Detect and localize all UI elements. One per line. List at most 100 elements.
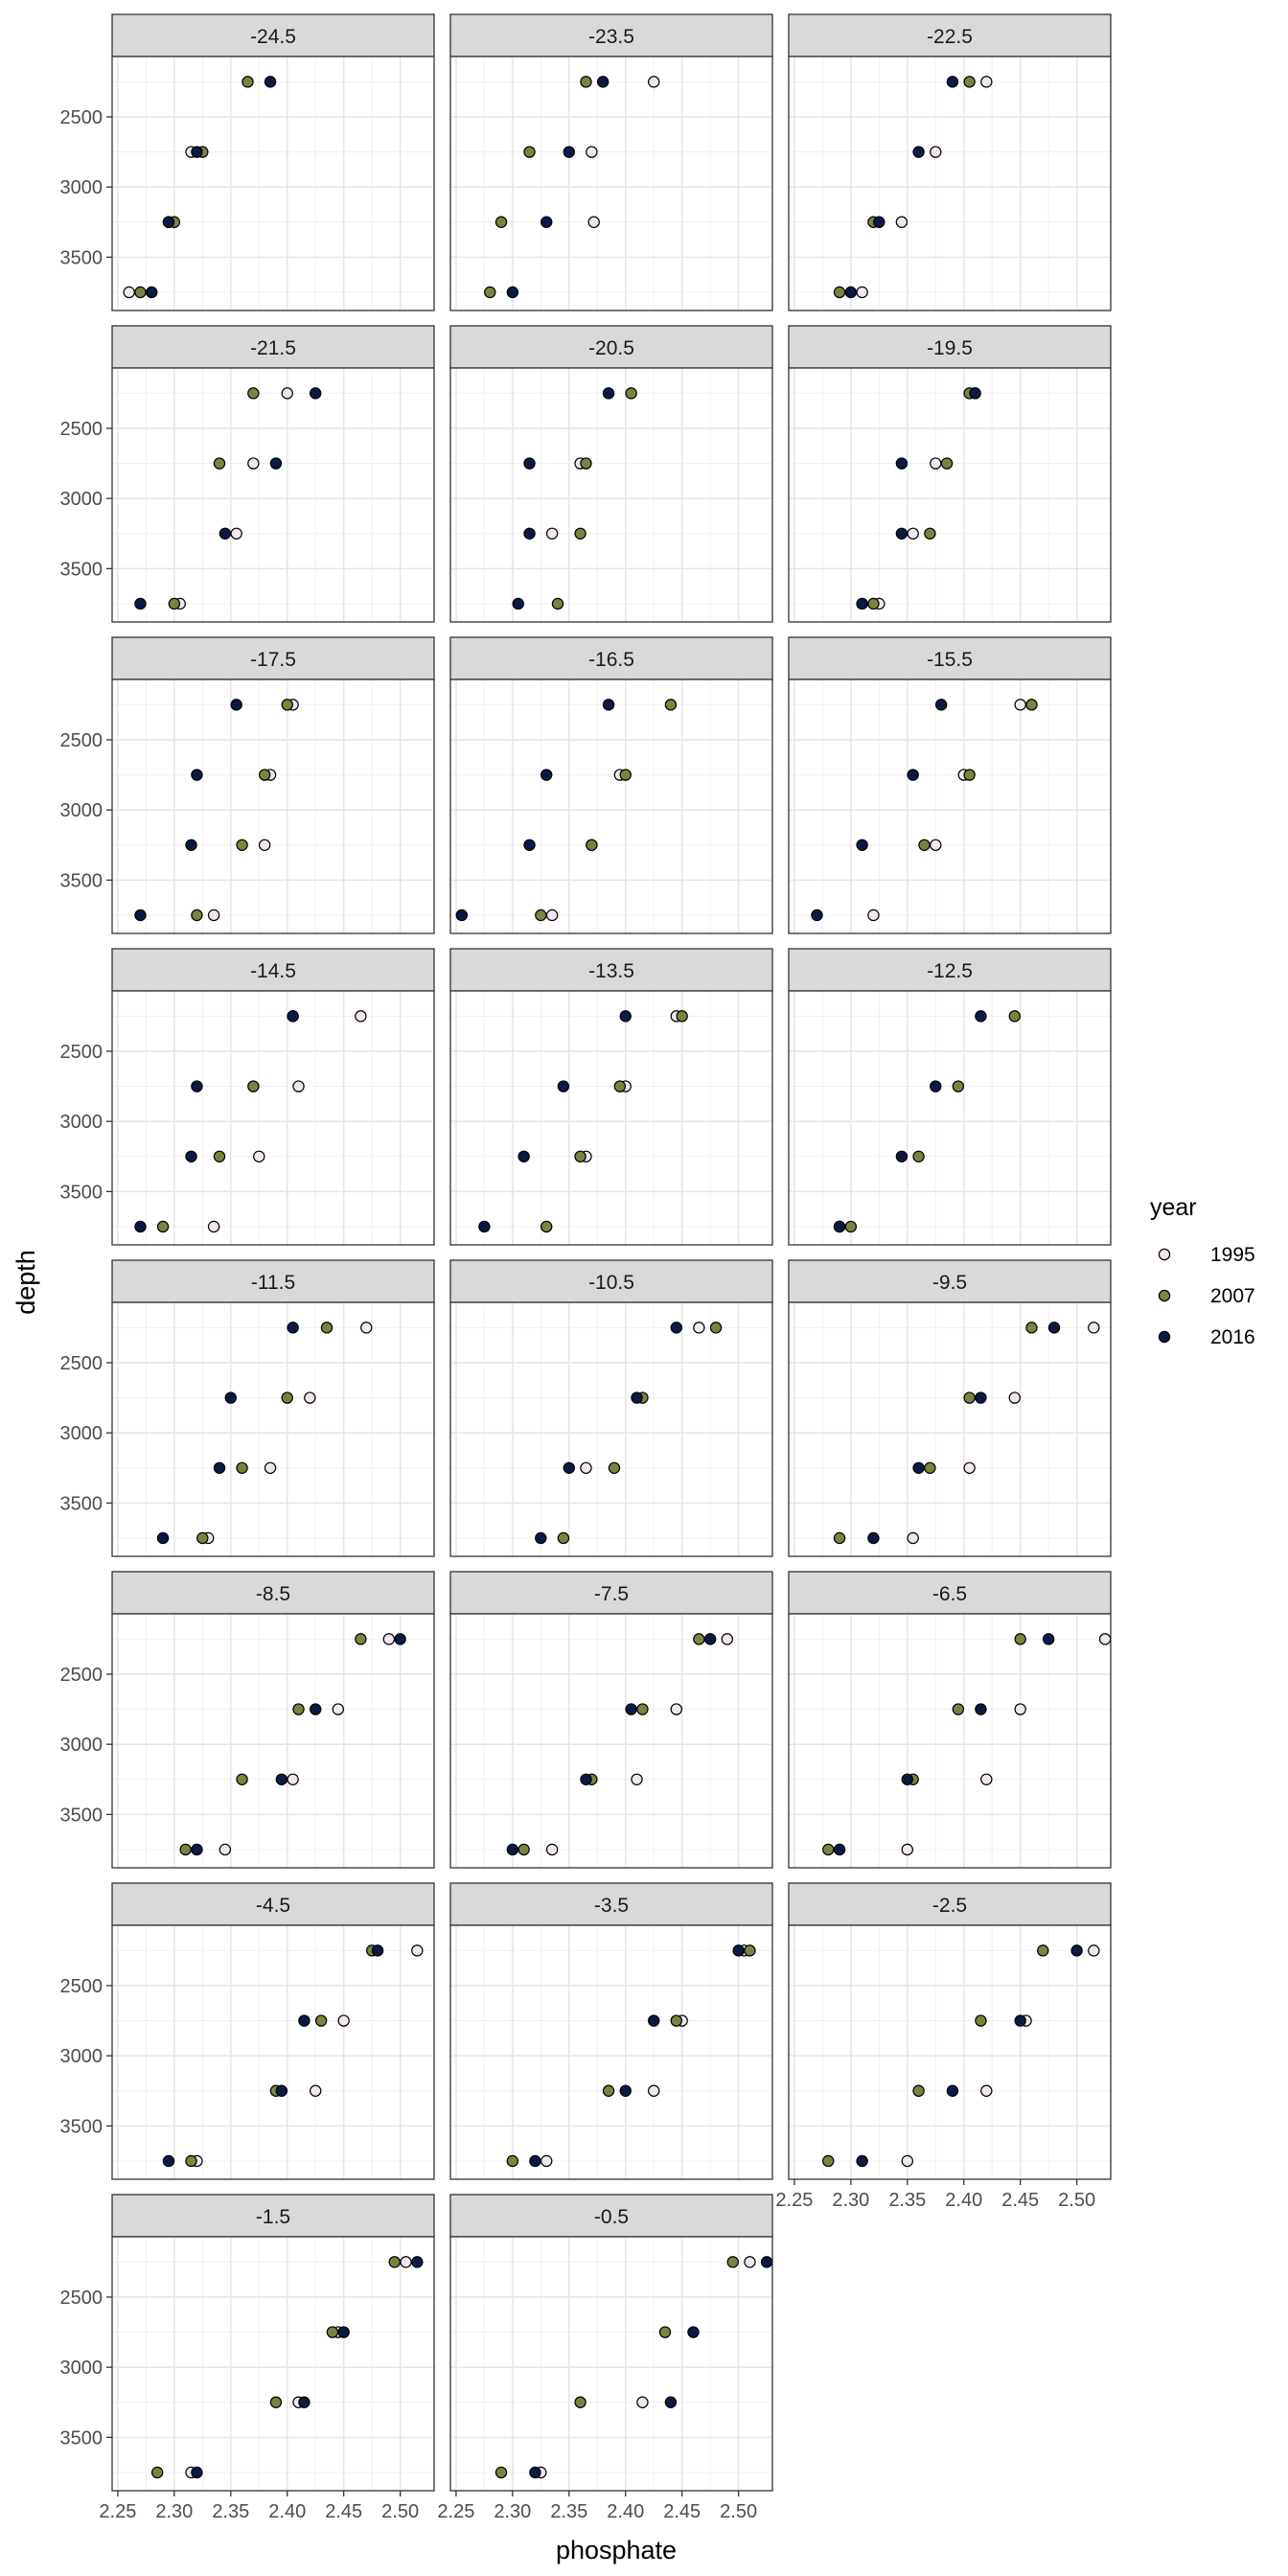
point-1995 <box>400 2256 412 2268</box>
point-2016 <box>969 387 981 400</box>
y-tick-label: 3000 <box>60 1423 104 1444</box>
data-points <box>134 1010 367 1233</box>
point-2007 <box>484 286 496 299</box>
point-2016 <box>912 1461 925 1474</box>
gridlines <box>789 368 1111 622</box>
point-2016 <box>1014 2014 1026 2027</box>
data-points <box>494 2256 773 2479</box>
point-2016 <box>269 457 283 470</box>
point-1995 <box>1088 1322 1100 1334</box>
facet-strip-label: -21.5 <box>250 337 296 359</box>
panel-background <box>112 1614 434 1868</box>
point-2007 <box>952 1080 965 1092</box>
point-2016 <box>619 1010 632 1023</box>
point-2016 <box>664 2396 678 2408</box>
facet-panel: -24.5 2500 3000 3500 <box>60 13 435 311</box>
point-2007 <box>196 1531 209 1545</box>
facet-strip-label: -9.5 <box>932 1272 967 1294</box>
panel-border <box>788 678 1112 934</box>
gridlines <box>450 991 772 1245</box>
point-2016 <box>596 76 610 88</box>
y-tick-label: 2500 <box>60 419 104 440</box>
point-2016 <box>506 286 519 299</box>
facet-panel: -17.5 2500 3000 3500 <box>60 636 435 934</box>
y-tick-label: 2500 <box>60 1976 104 1997</box>
gridlines <box>112 679 434 933</box>
facet-strip-label: -0.5 <box>594 2206 629 2228</box>
point-2007 <box>134 286 147 299</box>
point-2016 <box>191 1843 203 1856</box>
point-2016 <box>648 2014 660 2027</box>
facet-panel: -23.5 <box>449 13 773 311</box>
panel-border <box>788 56 1112 311</box>
point-2016 <box>760 2256 773 2268</box>
x-tick-label: 2.25 <box>437 2501 474 2522</box>
data-points <box>811 699 1038 922</box>
panel-border <box>449 56 773 311</box>
point-1995 <box>332 1703 344 1715</box>
panel-background <box>789 991 1111 1245</box>
panel-border <box>111 1924 435 2180</box>
point-2007 <box>355 1633 367 1645</box>
facet-strip-label: -16.5 <box>588 649 634 671</box>
point-2007 <box>557 1531 570 1545</box>
point-1995 <box>545 527 559 540</box>
point-1995 <box>281 387 293 400</box>
data-points <box>455 699 678 922</box>
point-2016 <box>895 527 908 540</box>
facet-strip-label: -3.5 <box>594 1895 629 1917</box>
point-2007 <box>535 908 547 922</box>
point-2007 <box>247 387 260 400</box>
point-2007 <box>586 839 598 851</box>
facet-strip <box>788 1259 1112 1303</box>
gridlines <box>112 2237 434 2491</box>
point-2016 <box>218 527 232 540</box>
point-1995 <box>693 1322 705 1334</box>
point-2007 <box>625 387 637 400</box>
facet-panel: -11.5 2500 3000 3500 <box>60 1259 435 1557</box>
point-2016 <box>523 839 536 851</box>
panel-background <box>112 368 434 622</box>
data-points <box>484 76 660 299</box>
point-2016 <box>873 216 886 228</box>
point-2007 <box>924 1461 936 1474</box>
point-2016 <box>298 2014 310 2027</box>
point-1995 <box>355 1010 367 1023</box>
point-2007 <box>963 769 976 781</box>
x-tick-label: 2.35 <box>550 2501 587 2522</box>
facet-strip-label: -6.5 <box>932 1583 967 1605</box>
point-2007 <box>518 1843 530 1856</box>
legend-key-2016 <box>1158 1330 1171 1344</box>
facet-strip-label: -12.5 <box>927 960 973 982</box>
point-1995 <box>930 457 942 470</box>
point-1995 <box>304 1392 316 1404</box>
point-2007 <box>281 699 293 711</box>
legend-label: 2007 <box>1210 1285 1255 1307</box>
point-2016 <box>298 2396 310 2408</box>
facet-strip-label: -4.5 <box>256 1895 290 1917</box>
y-tick-label: 3500 <box>60 559 104 580</box>
point-2007 <box>726 2256 739 2268</box>
point-2016 <box>411 2256 424 2268</box>
facet-panel: -10.5 <box>449 1259 773 1557</box>
facet-strip <box>788 636 1112 680</box>
point-2016 <box>191 1080 203 1092</box>
point-2007 <box>269 2396 283 2408</box>
point-2007 <box>670 2014 682 2027</box>
point-2007 <box>1014 1633 1026 1645</box>
panel-border <box>449 367 773 623</box>
point-2016 <box>975 1703 987 1715</box>
point-2016 <box>191 769 203 781</box>
facet-panel: -13.5 <box>449 948 773 1246</box>
panel-background <box>789 679 1111 933</box>
point-2016 <box>264 76 277 88</box>
point-2007 <box>744 1944 756 1957</box>
point-2007 <box>975 2014 987 2027</box>
facet-strip-label: -11.5 <box>251 1272 295 1294</box>
gridlines <box>450 2237 772 2491</box>
legend-item: 2016 <box>1158 1326 1255 1348</box>
point-1995 <box>247 457 260 470</box>
y-tick-label: 3000 <box>60 1112 104 1133</box>
point-2016 <box>337 2326 350 2338</box>
